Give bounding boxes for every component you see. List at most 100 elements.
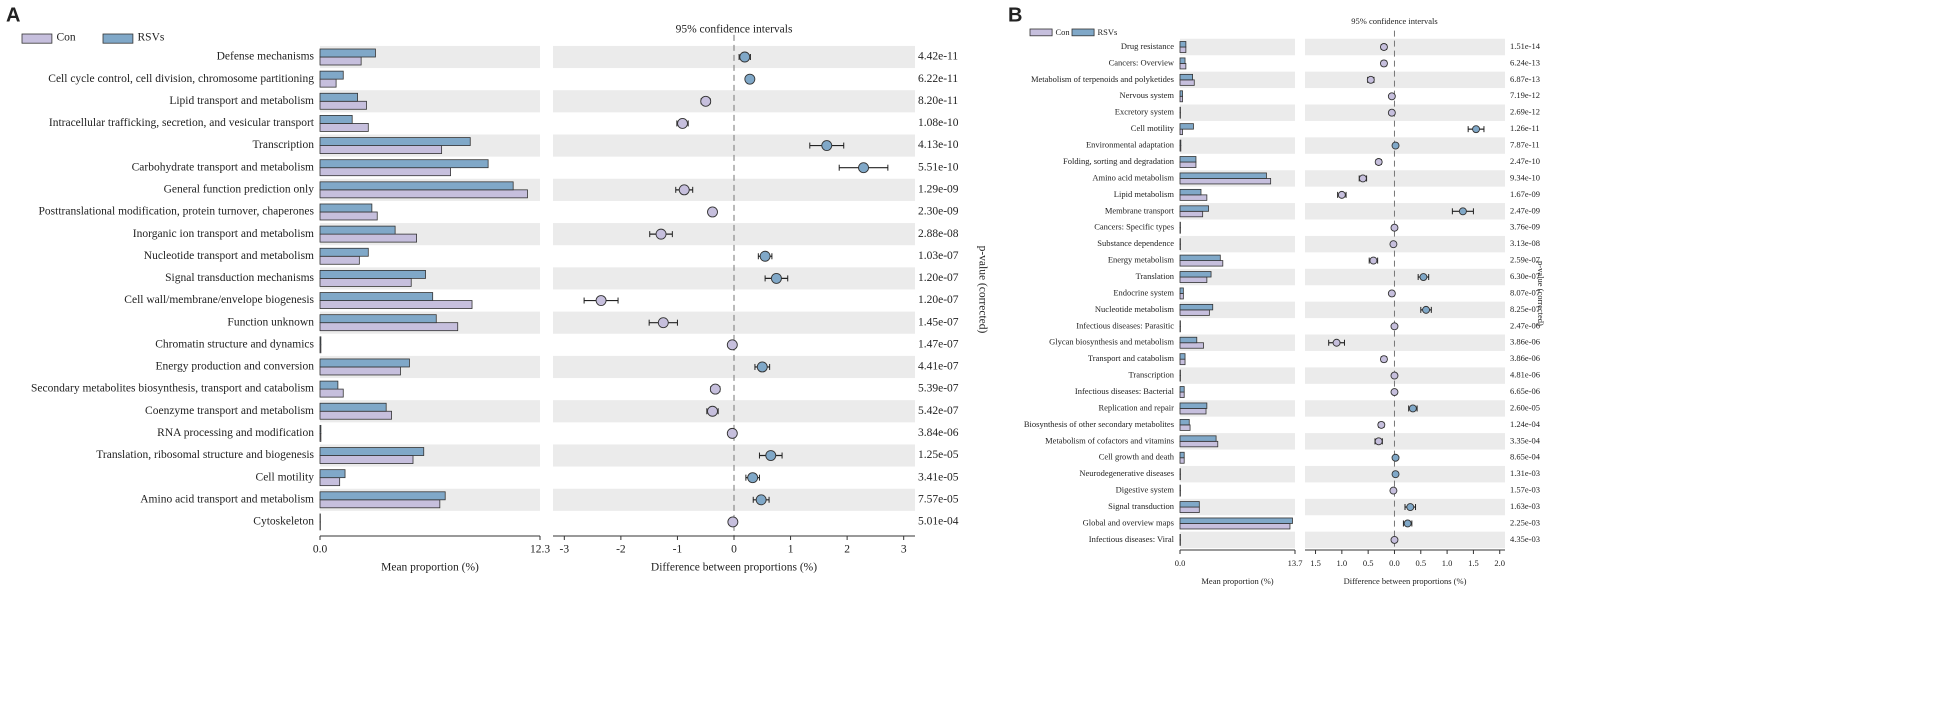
bar — [1179, 386, 1185, 393]
category-label: Membrane transport — [1105, 205, 1175, 215]
category-label: Energy metabolism — [1108, 255, 1175, 265]
difference-point — [727, 516, 739, 528]
bar — [319, 300, 473, 309]
category-label: Function unknown — [227, 316, 314, 328]
category-label: Cytoskeleton — [253, 516, 314, 528]
p-value: 4.35e-03 — [1510, 534, 1540, 544]
p-value: 9.34e-10 — [1510, 172, 1540, 182]
p-value: 6.22e-11 — [918, 73, 958, 85]
bar — [1179, 210, 1204, 218]
category-label: Translation, ribosomal structure and bio… — [96, 449, 314, 461]
category-label: Replication and repair — [1098, 402, 1174, 412]
category-label: Cancers: Specific types — [1094, 222, 1174, 232]
category-label: Substance dependence — [1097, 238, 1174, 248]
bar — [1179, 353, 1186, 360]
bar — [319, 167, 451, 177]
diff-tick-label: 1.5 — [1310, 558, 1321, 568]
bar — [319, 380, 339, 390]
difference-point — [1391, 470, 1400, 479]
bar — [319, 269, 426, 279]
category-label: RNA processing and modification — [157, 427, 314, 439]
category-label: Cell growth and death — [1099, 452, 1175, 462]
difference-point — [655, 228, 667, 240]
p-value: 1.24e-04 — [1510, 419, 1541, 429]
bar — [1179, 260, 1224, 267]
bar — [1179, 41, 1187, 48]
x-tick-label: 0.0 — [1175, 558, 1186, 568]
p-value: 2.47e-09 — [1510, 205, 1540, 215]
bar — [1179, 254, 1221, 261]
row-stripe — [1305, 268, 1505, 286]
bar — [319, 233, 417, 243]
row-stripe — [1305, 104, 1505, 121]
category-label: Cell motility — [256, 471, 315, 483]
bar — [319, 469, 346, 479]
category-label: Amino acid transport and metabolism — [140, 493, 314, 505]
p-value: 4.41e-07 — [918, 361, 959, 373]
category-label: Intracellular trafficking, secretion, an… — [49, 117, 315, 129]
bar — [319, 247, 369, 257]
bar — [1179, 90, 1183, 97]
diff-title: 95% confidence intervals — [676, 24, 793, 36]
category-label: Coenzyme transport and metabolism — [145, 405, 314, 417]
p-value: 4.81e-06 — [1510, 370, 1540, 380]
p-value: 1.51e-14 — [1510, 41, 1541, 51]
p-value: 7.57e-05 — [918, 493, 959, 505]
row-stripe — [1305, 334, 1505, 351]
p-value: 1.63e-03 — [1510, 501, 1540, 511]
difference-point — [1379, 59, 1388, 68]
legend-swatch — [1029, 28, 1053, 37]
p-value: 5.51e-10 — [918, 161, 959, 173]
p-value: 4.13e-10 — [918, 139, 959, 151]
p-value: 6.30e-07 — [1510, 271, 1540, 281]
bar — [1179, 156, 1197, 163]
difference-point — [756, 361, 768, 373]
diff-tick-label: 2.0 — [1494, 558, 1505, 568]
legend-label: Con — [1056, 27, 1071, 37]
difference-point — [1332, 338, 1341, 347]
bar — [1179, 95, 1183, 103]
bar — [1179, 506, 1200, 513]
bar — [319, 314, 437, 324]
category-label: Inorganic ion transport and metabolism — [133, 228, 314, 240]
p-value: 5.39e-07 — [918, 383, 959, 395]
difference-point — [744, 73, 756, 85]
category-label: Metabolism of cofactors and vitamins — [1045, 435, 1174, 445]
bar — [1179, 287, 1184, 294]
p-value: 1.67e-09 — [1510, 189, 1540, 199]
bar — [319, 159, 489, 169]
bar — [319, 388, 344, 398]
p-value: 2.88e-08 — [918, 228, 959, 240]
category-label: Folding, sorting and degradation — [1063, 156, 1175, 166]
row-stripe — [1180, 71, 1295, 89]
bar — [1179, 309, 1210, 316]
diff-tick-label: 0.0 — [1389, 558, 1400, 568]
bar — [319, 477, 341, 487]
row-stripe — [1305, 301, 1505, 319]
p-value: 5.42e-07 — [918, 405, 959, 417]
diff-tick-label: 0.5 — [1415, 558, 1426, 568]
p-value: 3.41e-05 — [918, 471, 959, 483]
bar — [319, 189, 528, 199]
p-value: 2.47e-06 — [1510, 320, 1540, 330]
row-stripe — [1180, 531, 1295, 549]
bar — [1179, 79, 1195, 86]
category-label: Digestive system — [1116, 485, 1175, 495]
row-stripe — [1180, 400, 1295, 417]
difference-point — [770, 272, 782, 284]
difference-point — [1379, 43, 1388, 51]
category-label: Signal transduction mechanisms — [165, 272, 314, 284]
bar — [1179, 408, 1207, 415]
bar — [319, 366, 401, 376]
diff-axis-title: Difference between proportions (%) — [1344, 576, 1467, 586]
bar — [319, 145, 443, 154]
bar — [1179, 418, 1190, 426]
diff-axis-title: Difference between proportions (%) — [651, 562, 817, 574]
bar — [319, 255, 360, 265]
bar — [319, 410, 392, 420]
category-label: Cell cycle control, cell division, chrom… — [48, 73, 314, 85]
bar — [1179, 303, 1214, 311]
category-label: Transcription — [1129, 370, 1175, 380]
difference-point — [1379, 355, 1388, 364]
x-tick-label: 12.3 — [530, 544, 550, 556]
